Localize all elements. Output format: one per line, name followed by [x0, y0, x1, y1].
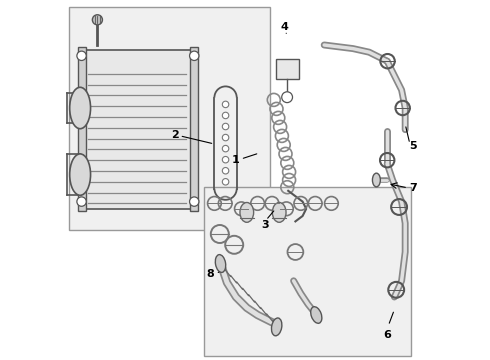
Bar	[69, 7, 270, 230]
Circle shape	[222, 167, 229, 174]
Text: 8: 8	[207, 269, 215, 279]
Circle shape	[222, 157, 229, 163]
Circle shape	[282, 92, 293, 103]
Ellipse shape	[372, 173, 380, 187]
Ellipse shape	[272, 202, 286, 222]
Text: 5: 5	[409, 141, 416, 151]
Ellipse shape	[215, 255, 226, 273]
Bar	[275, 59, 299, 79]
Text: 3: 3	[261, 220, 269, 230]
Ellipse shape	[271, 318, 282, 336]
Text: 7: 7	[409, 183, 416, 193]
Circle shape	[92, 15, 102, 25]
Ellipse shape	[70, 154, 91, 195]
Bar	[190, 47, 198, 211]
Circle shape	[222, 179, 229, 185]
Bar	[83, 50, 191, 209]
Circle shape	[77, 197, 86, 206]
Circle shape	[222, 123, 229, 130]
Text: 1: 1	[232, 155, 240, 165]
Bar	[204, 187, 411, 356]
Ellipse shape	[311, 307, 322, 323]
Circle shape	[222, 112, 229, 119]
Ellipse shape	[240, 202, 254, 222]
Circle shape	[222, 134, 229, 141]
Circle shape	[190, 197, 199, 206]
Circle shape	[222, 145, 229, 152]
Bar	[77, 47, 86, 211]
Text: 2: 2	[171, 130, 179, 140]
Circle shape	[77, 51, 86, 60]
Text: 4: 4	[281, 22, 289, 32]
Circle shape	[190, 51, 199, 60]
Ellipse shape	[70, 87, 91, 129]
Text: 6: 6	[383, 330, 391, 341]
Circle shape	[222, 101, 229, 108]
